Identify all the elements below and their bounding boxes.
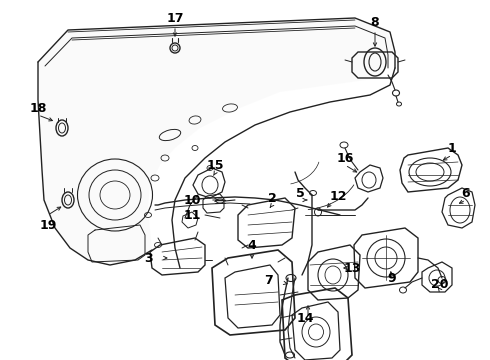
Text: 20: 20 (431, 279, 449, 292)
Text: 9: 9 (388, 271, 396, 284)
Text: 4: 4 (247, 239, 256, 252)
Text: 13: 13 (343, 261, 361, 274)
Text: 1: 1 (448, 141, 456, 154)
Text: 8: 8 (371, 15, 379, 28)
Text: 16: 16 (336, 152, 354, 165)
Polygon shape (38, 18, 395, 265)
Text: 14: 14 (296, 311, 314, 324)
Text: 12: 12 (329, 189, 347, 202)
Text: 19: 19 (39, 219, 57, 231)
Text: 2: 2 (268, 192, 276, 204)
Text: 11: 11 (183, 208, 201, 221)
Text: 6: 6 (462, 186, 470, 199)
Text: 5: 5 (295, 186, 304, 199)
Text: 7: 7 (264, 274, 272, 287)
Text: 10: 10 (183, 194, 201, 207)
Text: 15: 15 (206, 158, 224, 171)
Text: 3: 3 (144, 252, 152, 265)
Text: 17: 17 (166, 12, 184, 24)
Text: 18: 18 (29, 102, 47, 114)
